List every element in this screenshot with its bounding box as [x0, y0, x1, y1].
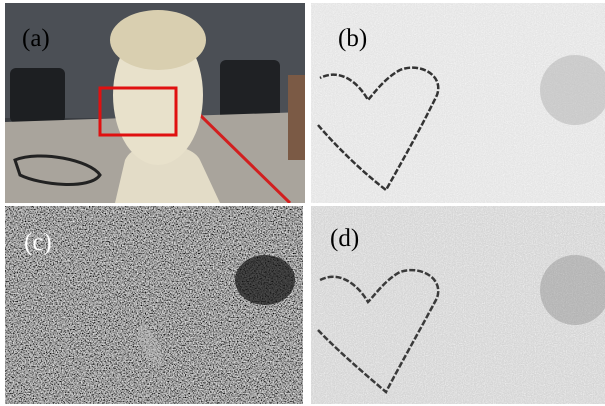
panel-d: (d) — [311, 206, 605, 404]
figure: (a) (b) (c) (d) — [0, 0, 605, 406]
panel-label: (b) — [338, 25, 367, 52]
panel-label: (a) — [22, 25, 50, 52]
panel-b: (b) — [311, 3, 605, 203]
panel-label: (c) — [24, 229, 52, 256]
panel-label: (d) — [330, 225, 359, 252]
panel-c: (c) — [5, 206, 303, 404]
panel-a: (a) — [5, 3, 305, 203]
